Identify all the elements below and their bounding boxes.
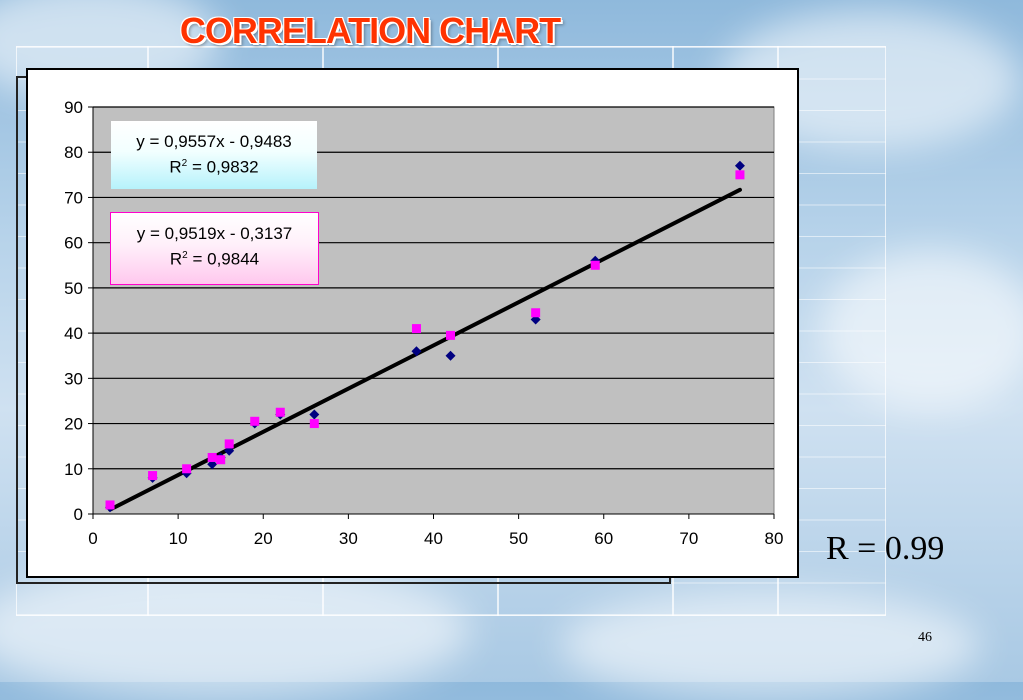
y-tick-label: 50 (64, 279, 83, 298)
data-point-square (182, 464, 192, 474)
correlation-coefficient: R = 0.99 (826, 530, 945, 567)
data-point-square (250, 416, 260, 426)
chart-frame[interactable]: 0 10 20 30 40 50 60 70 80 90 0 10 20 30 40 50 60 70 80 (26, 68, 799, 578)
r-squared-value: = 0,9844 (187, 249, 260, 269)
y-tick-label: 70 (64, 188, 83, 207)
data-point-square (735, 170, 745, 180)
y-tick-label: 90 (64, 98, 83, 117)
equation-2-line: y = 0,9519x - 0,3137 (136, 224, 293, 243)
trendline-equation-2: y = 0,9519x - 0,3137 R2 = 0,9844 (110, 212, 319, 285)
data-point-square (275, 407, 285, 417)
y-tick-label: 30 (64, 369, 83, 388)
x-tick-label: 80 (765, 529, 784, 548)
page-number: 46 (918, 630, 932, 645)
data-point-diamond (309, 409, 320, 420)
r-superscript: 2 (182, 250, 188, 261)
r-label: R (169, 157, 182, 177)
data-point-square (411, 324, 421, 334)
data-point-square (309, 419, 319, 429)
x-tick-label: 40 (424, 529, 443, 548)
slide-title: CORRELATION CHART (179, 10, 561, 51)
data-point-square (446, 330, 456, 340)
y-tick-label: 60 (64, 234, 83, 253)
data-point-diamond (411, 346, 422, 357)
y-tick-label: 40 (64, 324, 83, 343)
x-tick-label: 50 (509, 529, 528, 548)
y-tick-label: 20 (64, 415, 83, 434)
y-tick-label: 80 (64, 143, 83, 162)
data-point-diamond (734, 160, 745, 171)
data-point-square (590, 260, 600, 270)
data-point-square (216, 455, 226, 465)
x-tick-label: 60 (594, 529, 613, 548)
equation-1-r-squared: R2 = 0,9832 (111, 153, 317, 179)
equation-1-line: y = 0,9557x - 0,9483 (136, 132, 292, 151)
data-point-square (105, 500, 115, 510)
equation-2-r-squared: R2 = 0,9844 (111, 245, 318, 271)
data-point-square (531, 308, 541, 318)
x-tick-label: 30 (339, 529, 358, 548)
trendline-equation-1: y = 0,9557x - 0,9483 R2 = 0,9832 (111, 121, 317, 189)
data-point-diamond (445, 350, 456, 361)
data-point-square (207, 452, 217, 462)
r-superscript: 2 (181, 158, 188, 169)
r-label: R (169, 249, 183, 269)
x-tick-label: 70 (679, 529, 698, 548)
x-tick-label: 10 (169, 529, 188, 548)
x-tick-label: 0 (88, 529, 97, 548)
y-tick-label: 10 (64, 460, 83, 479)
y-tick-label: 0 (74, 505, 83, 524)
x-tick-label: 20 (254, 529, 273, 548)
r-squared-value: = 0,9832 (187, 157, 259, 177)
data-point-square (224, 439, 234, 449)
data-point-square (148, 471, 158, 481)
